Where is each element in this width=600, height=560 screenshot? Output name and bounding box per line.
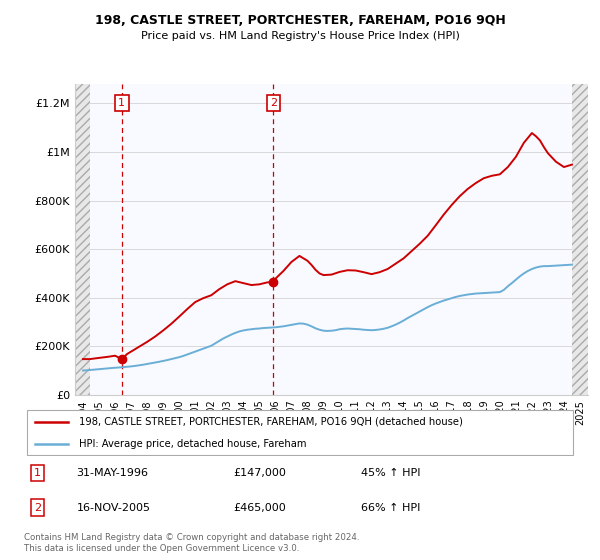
Text: 31-MAY-1996: 31-MAY-1996	[76, 468, 148, 478]
Text: 198, CASTLE STREET, PORTCHESTER, FAREHAM, PO16 9QH (detached house): 198, CASTLE STREET, PORTCHESTER, FAREHAM…	[79, 417, 463, 427]
Text: 16-NOV-2005: 16-NOV-2005	[76, 502, 151, 512]
Bar	[75, 84, 90, 395]
Text: 2: 2	[34, 502, 41, 512]
Text: 1: 1	[34, 468, 41, 478]
Text: 198, CASTLE STREET, PORTCHESTER, FAREHAM, PO16 9QH: 198, CASTLE STREET, PORTCHESTER, FAREHAM…	[95, 14, 505, 27]
Text: Price paid vs. HM Land Registry's House Price Index (HPI): Price paid vs. HM Land Registry's House …	[140, 31, 460, 41]
Text: HPI: Average price, detached house, Fareham: HPI: Average price, detached house, Fare…	[79, 438, 307, 449]
Text: £465,000: £465,000	[234, 502, 287, 512]
FancyBboxPatch shape	[27, 410, 573, 455]
Text: 66% ↑ HPI: 66% ↑ HPI	[361, 502, 420, 512]
Text: £147,000: £147,000	[234, 468, 287, 478]
Text: 45% ↑ HPI: 45% ↑ HPI	[361, 468, 420, 478]
Bar	[572, 84, 588, 395]
Text: 1: 1	[118, 98, 125, 108]
Text: Contains HM Land Registry data © Crown copyright and database right 2024.
This d: Contains HM Land Registry data © Crown c…	[24, 533, 359, 553]
Text: 2: 2	[270, 98, 277, 108]
